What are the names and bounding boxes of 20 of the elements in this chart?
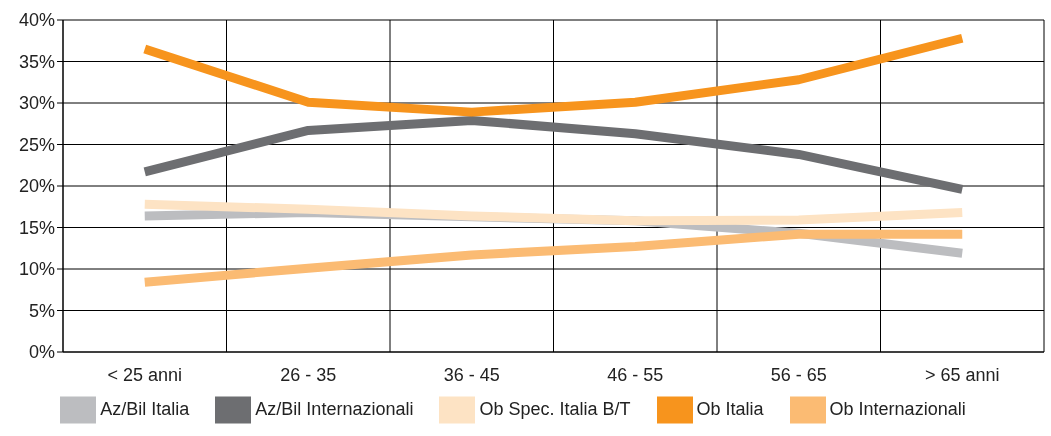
y-tick-label: 0% [28,342,55,363]
x-tick-label: > 65 anni [924,364,1000,385]
y-tick-label: 15% [18,217,55,238]
legend-label: Ob Spec. Italia B/T [479,398,631,419]
x-tick-label: 26 - 35 [280,364,337,385]
y-tick-label: 10% [18,259,55,280]
legend-label: Ob Internazionali [829,398,966,419]
x-tick-label: 36 - 45 [443,364,500,385]
x-tick-label: < 25 anni [107,364,183,385]
legend-label: Az/Bil Italia [100,398,190,419]
x-tick-label: 46 - 55 [607,364,664,385]
x-tick-label: 56 - 65 [770,364,827,385]
y-tick-label: 20% [18,176,55,197]
y-tick-label: 40% [18,10,55,31]
legend-label: Ob Italia [696,398,764,419]
y-tick-label: 25% [18,134,55,155]
legend-label: Az/Bil Internazionali [255,398,414,419]
y-tick-label: 30% [18,93,55,114]
y-tick-label: 35% [18,51,55,72]
y-tick-label: 5% [28,300,55,321]
